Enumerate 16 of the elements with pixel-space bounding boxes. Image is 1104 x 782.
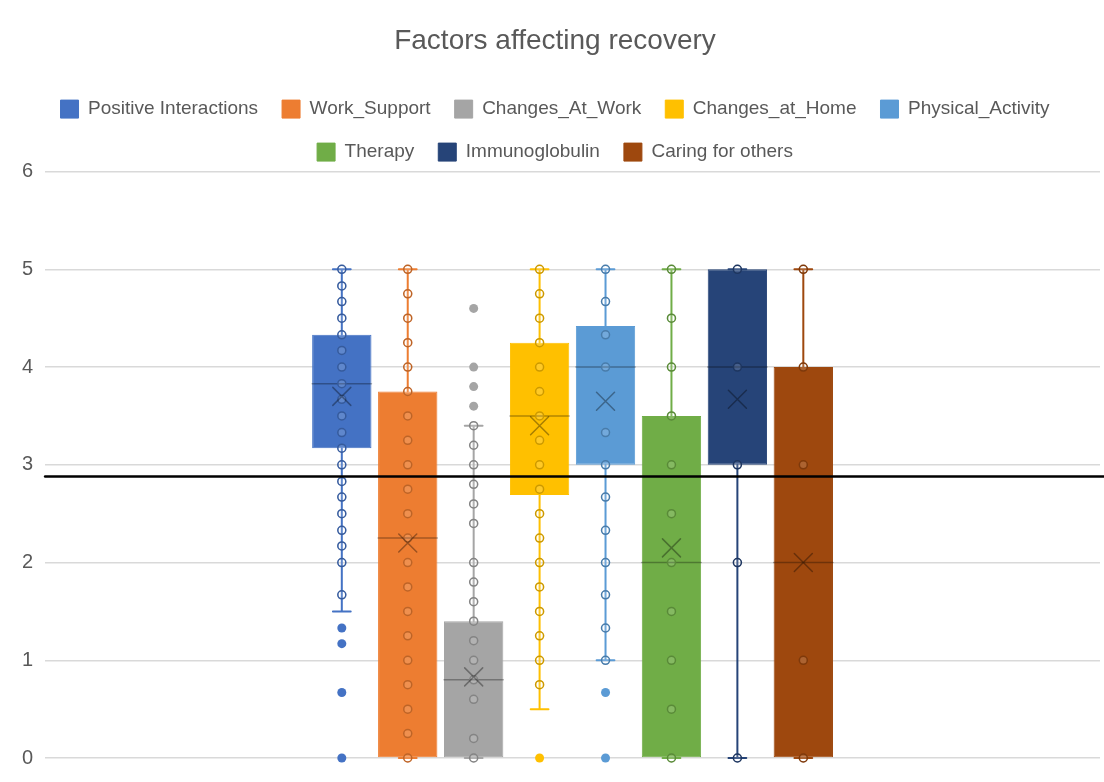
y-tick-label: 0 xyxy=(22,745,34,768)
legend-label: Physical_Activity xyxy=(907,97,1050,120)
y-tick-label: 1 xyxy=(22,647,34,670)
legend-label: Caring for others xyxy=(651,140,793,162)
y-tick-label: 3 xyxy=(22,452,34,475)
y-tick-label: 2 xyxy=(22,550,34,573)
y-tick-label: 6 xyxy=(22,159,34,182)
y-tick-label: 5 xyxy=(22,256,34,279)
legend-label: Work_Support xyxy=(309,97,432,120)
legend-label: Changes_At_Work xyxy=(482,97,642,120)
legend-label: Immunoglobulin xyxy=(465,140,600,162)
chart-title: Factors affecting recovery xyxy=(394,23,716,55)
legend-label: Changes_at_Home xyxy=(692,97,857,120)
legend-label: Positive Interactions xyxy=(88,97,259,119)
y-tick-label: 4 xyxy=(22,354,34,377)
legend-label: Therapy xyxy=(344,140,415,162)
